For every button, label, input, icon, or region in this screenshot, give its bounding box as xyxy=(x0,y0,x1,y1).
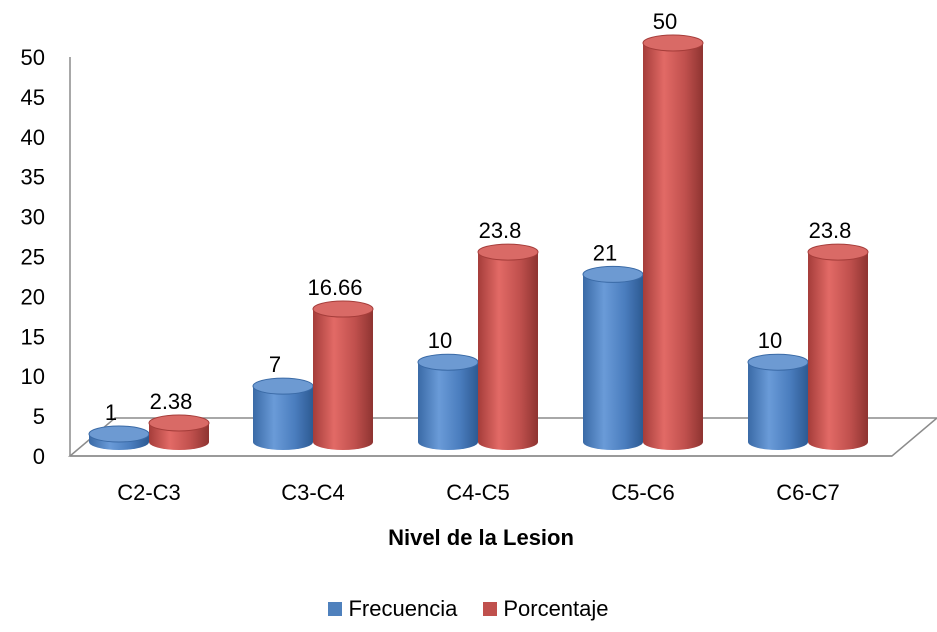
legend-swatch-porcentaje xyxy=(483,602,497,616)
bar-frecuencia-c2-c3 xyxy=(89,426,149,450)
x-tick-label: C2-C3 xyxy=(117,480,181,505)
data-label: 1 xyxy=(105,400,117,425)
legend-label-porcentaje: Porcentaje xyxy=(503,596,608,622)
y-tick-label: 45 xyxy=(21,85,45,110)
bar-top xyxy=(418,354,478,370)
bar-porcentaje-c6-c7 xyxy=(808,244,868,450)
x-axis-tick-labels: C2-C3 C3-C4 C4-C5 C5-C6 C6-C7 xyxy=(117,480,840,505)
bar-top xyxy=(583,266,643,282)
y-tick-label: 10 xyxy=(21,364,45,389)
bar-body xyxy=(808,252,868,450)
bar-top xyxy=(748,354,808,370)
bar-body xyxy=(418,362,478,450)
bar-top xyxy=(643,35,703,51)
x-tick-label: C3-C4 xyxy=(281,480,345,505)
y-tick-label: 30 xyxy=(21,205,45,230)
legend-item-porcentaje: Porcentaje xyxy=(483,596,608,622)
data-label: 21 xyxy=(593,240,617,265)
bar-top xyxy=(253,378,313,394)
bar-porcentaje-c3-c4 xyxy=(313,301,373,450)
bar-body xyxy=(643,43,703,450)
bar-frecuencia-c4-c5 xyxy=(418,354,478,450)
y-tick-label: 20 xyxy=(21,284,45,309)
bar-chart: 0 5 10 15 20 25 30 35 40 45 50 1 2.38 7 16.66 10 23.8 21… xyxy=(0,0,937,580)
bar-top xyxy=(89,426,149,442)
bar-body xyxy=(478,252,538,450)
bar-top xyxy=(478,244,538,260)
legend-item-frecuencia: Frecuencia xyxy=(328,596,457,622)
bar-frecuencia-c6-c7 xyxy=(748,354,808,450)
data-label: 16.66 xyxy=(307,275,362,300)
y-tick-label: 15 xyxy=(21,324,45,349)
y-tick-label: 0 xyxy=(33,444,45,469)
legend-label-frecuencia: Frecuencia xyxy=(348,596,457,622)
y-tick-label: 40 xyxy=(21,125,45,150)
bar-body xyxy=(313,309,373,450)
data-label: 7 xyxy=(269,352,281,377)
y-tick-label: 50 xyxy=(21,45,45,70)
bar-top xyxy=(313,301,373,317)
bar-frecuencia-c3-c4 xyxy=(253,378,313,450)
x-tick-label: C6-C7 xyxy=(776,480,840,505)
data-label: 10 xyxy=(428,328,452,353)
bar-top xyxy=(808,244,868,260)
data-label: 50 xyxy=(653,9,677,34)
y-tick-label: 5 xyxy=(33,404,45,429)
legend: Frecuencia Porcentaje xyxy=(0,596,937,622)
bar-porcentaje-c2-c3 xyxy=(149,415,209,450)
y-tick-label: 35 xyxy=(21,165,45,190)
bar-frecuencia-c5-c6 xyxy=(583,266,643,450)
bar-porcentaje-c5-c6 xyxy=(643,35,703,450)
bar-body xyxy=(583,274,643,450)
x-axis-label: Nivel de la Lesion xyxy=(388,525,574,550)
x-tick-label: C4-C5 xyxy=(446,480,510,505)
data-label: 10 xyxy=(758,328,782,353)
bar-body xyxy=(748,362,808,450)
data-label: 2.38 xyxy=(150,389,193,414)
bar-porcentaje-c4-c5 xyxy=(478,244,538,450)
data-label: 23.8 xyxy=(809,218,852,243)
data-label: 23.8 xyxy=(479,218,522,243)
legend-swatch-frecuencia xyxy=(328,602,342,616)
y-tick-label: 25 xyxy=(21,245,45,270)
bar-top xyxy=(149,415,209,431)
x-tick-label: C5-C6 xyxy=(611,480,675,505)
bar-body xyxy=(253,386,313,450)
